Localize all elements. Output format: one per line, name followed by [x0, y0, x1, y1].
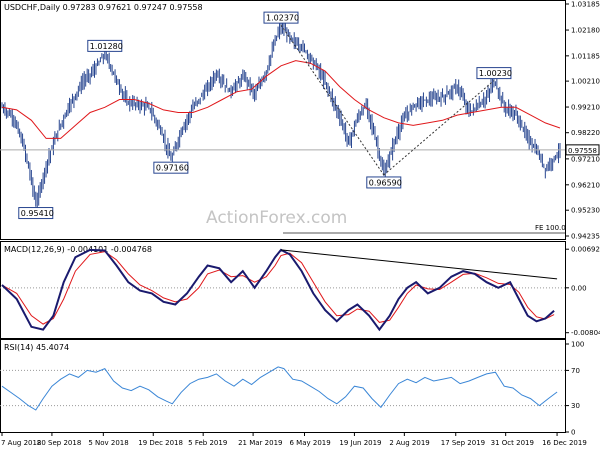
x-axis-label: 16 Dec 2019 [542, 439, 587, 447]
rsi-axis-label: 70 [571, 367, 580, 375]
price-annotation-label: 0.96590 [369, 178, 402, 187]
price-annotation-box [153, 161, 189, 174]
price-annotation-box [18, 207, 54, 220]
price-annotation-label: 1.00230 [479, 69, 512, 78]
price-axis-label: 0.98220 [571, 129, 600, 137]
price-axis-label: 1.01185 [571, 52, 600, 60]
rsi-line [1, 366, 558, 411]
watermark-text: ActionForex.com [206, 208, 347, 228]
rsi-axis-label: 0 [571, 429, 575, 437]
price-axis-label: 0.94235 [571, 233, 600, 241]
x-axis-label: 31 Oct 2019 [491, 439, 534, 447]
x-axis-label: 20 Sep 2018 [37, 439, 81, 447]
macd-line [1, 248, 555, 332]
price-annotation-box [263, 11, 299, 24]
macd-panel-header: MACD(12,26,9) -0.004101 -0.004768 [4, 245, 152, 254]
macd-axis-label: -0.008049 [571, 329, 600, 337]
price-layer: 0.95410 1.01280 0.97160 1.02370 0.96590 1.002… [0, 11, 565, 220]
rsi-panel-frame [0, 339, 566, 433]
price-annotation-label: 1.02370 [266, 14, 299, 23]
macd-trend-line [280, 249, 558, 280]
price-panel-frame [0, 0, 566, 240]
price-axis-label: 0.95230 [571, 207, 600, 215]
x-axis-label: 2 Aug 2019 [389, 439, 429, 447]
x-axis-label: 6 May 2019 [289, 439, 330, 447]
price-annotation-box [476, 67, 512, 80]
price-axis-label: 0.97210 [571, 155, 600, 163]
x-axis-label: 21 Mar 2019 [238, 439, 282, 447]
macd-axis-label: 0.00 [571, 284, 587, 292]
price-annotation-label: 0.95410 [21, 209, 54, 218]
rsi-panel-header: RSI(14) 45.4074 [4, 343, 69, 352]
x-axis-label: 5 Feb 2019 [188, 439, 227, 447]
ma-line [1, 60, 561, 139]
x-axis-label: 19 Dec 2018 [138, 439, 183, 447]
rsi-axis-label: 100 [571, 341, 584, 349]
price-annotation-label: 0.97160 [156, 164, 189, 173]
price-annotation-box [87, 39, 123, 52]
price-axis-label: 0.99210 [571, 104, 600, 112]
current-price-label: 0.97558 [568, 147, 597, 155]
price-axis-label: 1.02180 [571, 27, 600, 35]
price-annotation-box [366, 176, 402, 189]
x-axis-label: 5 Nov 2018 [88, 439, 128, 447]
fe-label: FE 100.0 [535, 224, 566, 232]
macd-axis-label: 0.006927 [571, 246, 600, 254]
price-panel-header: USDCHF,Daily 0.97283 0.97621 0.97247 0.9… [4, 3, 203, 12]
current-price-marker [565, 144, 600, 156]
x-axis-label: 7 Aug 2018 [1, 439, 41, 447]
trend-line-up [383, 80, 495, 176]
rsi-layer [0, 366, 565, 411]
x-axis-label: 19 Jun 2019 [339, 439, 381, 447]
macd-panel-frame [0, 241, 566, 339]
price-axis-label: 1.00210 [571, 78, 600, 86]
rsi-axis-label: 30 [571, 402, 580, 410]
x-axis-label: 17 Sep 2019 [441, 439, 485, 447]
price-annotation-label: 1.01280 [90, 42, 123, 51]
price-axis-label: 1.03185 [571, 1, 600, 9]
macd-layer [0, 248, 565, 332]
price-axis-label: 0.96210 [571, 181, 600, 189]
